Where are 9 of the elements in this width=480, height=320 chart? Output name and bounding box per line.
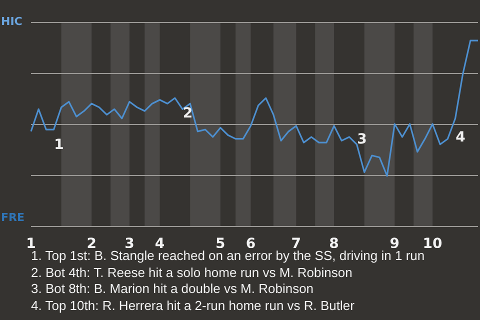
text: HIC	[1, 14, 22, 28]
text: FRE	[1, 210, 24, 224]
text: 4. Top 10th: R. Herrera hit a 2-run home run vs R. Butler	[31, 298, 356, 314]
text: 3. Bot 8th: B. Marion hit a double vs M. Robinson	[31, 281, 315, 298]
annotation: 1	[54, 137, 64, 154]
annotation: 2	[182, 106, 193, 122]
text: 2. Bot 4th: T. Reese hit a solo home run vs M. Robinson	[31, 264, 354, 281]
annotation: 3	[357, 131, 367, 148]
annotation: 4	[456, 130, 466, 146]
